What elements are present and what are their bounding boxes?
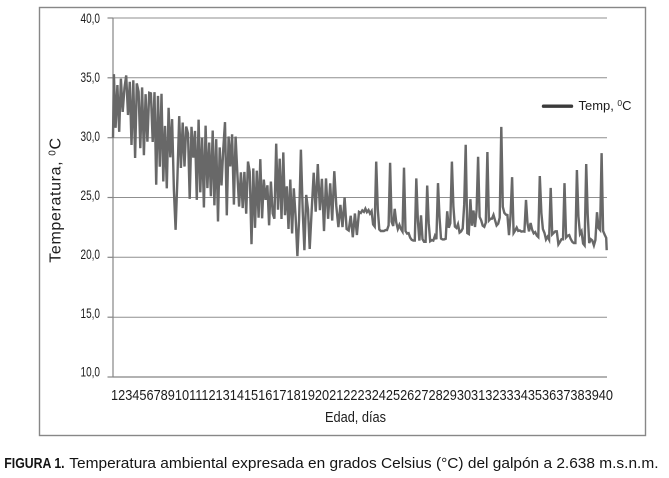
svg-text:FIGURA 1.: FIGURA 1. (4, 455, 64, 472)
svg-text:Temperatura, 0C: Temperatura, 0C (48, 137, 65, 262)
svg-text:35,0: 35,0 (81, 69, 101, 85)
svg-text:40,0: 40,0 (81, 10, 101, 26)
svg-text:10,0: 10,0 (81, 364, 101, 380)
svg-text:25,0: 25,0 (81, 187, 101, 203)
svg-text:123456789101112131415161718192: 1234567891011121314151617181920212223242… (111, 388, 613, 404)
svg-text:15,0: 15,0 (81, 305, 101, 321)
svg-text:Temperatura ambiental expresad: Temperatura ambiental expresada en grado… (69, 455, 658, 472)
svg-text:Edad, días: Edad, días (325, 410, 386, 426)
svg-text:Temp, 0C: Temp, 0C (579, 98, 632, 113)
svg-text:30,0: 30,0 (81, 128, 101, 144)
svg-text:20,0: 20,0 (81, 246, 101, 262)
